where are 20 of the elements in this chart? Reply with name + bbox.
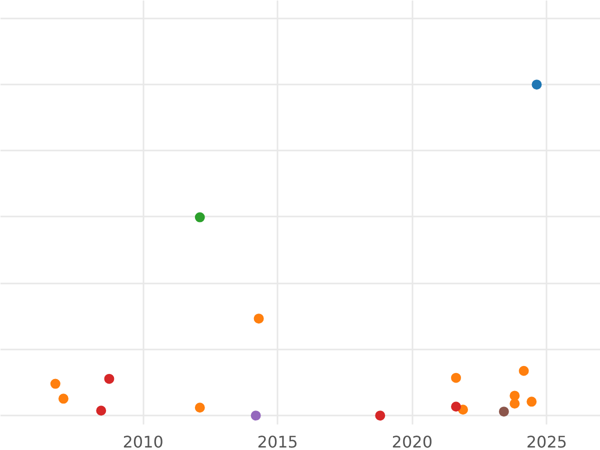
point <box>194 402 205 413</box>
point <box>254 314 264 324</box>
x-tick-label: 2010 <box>122 432 164 450</box>
point <box>375 410 386 421</box>
point <box>532 80 542 90</box>
point <box>498 406 509 417</box>
point <box>96 406 106 416</box>
x-tick-label: 2015 <box>257 432 298 450</box>
x-tick-label: 2025 <box>526 432 568 450</box>
point <box>451 402 462 412</box>
point <box>510 398 520 409</box>
point <box>518 366 529 376</box>
point <box>50 378 60 389</box>
point <box>104 374 114 384</box>
point <box>58 394 68 404</box>
point <box>194 212 205 222</box>
point <box>250 410 261 421</box>
point <box>526 396 537 407</box>
x-tick-label: 2020 <box>392 432 433 450</box>
point <box>451 372 462 383</box>
